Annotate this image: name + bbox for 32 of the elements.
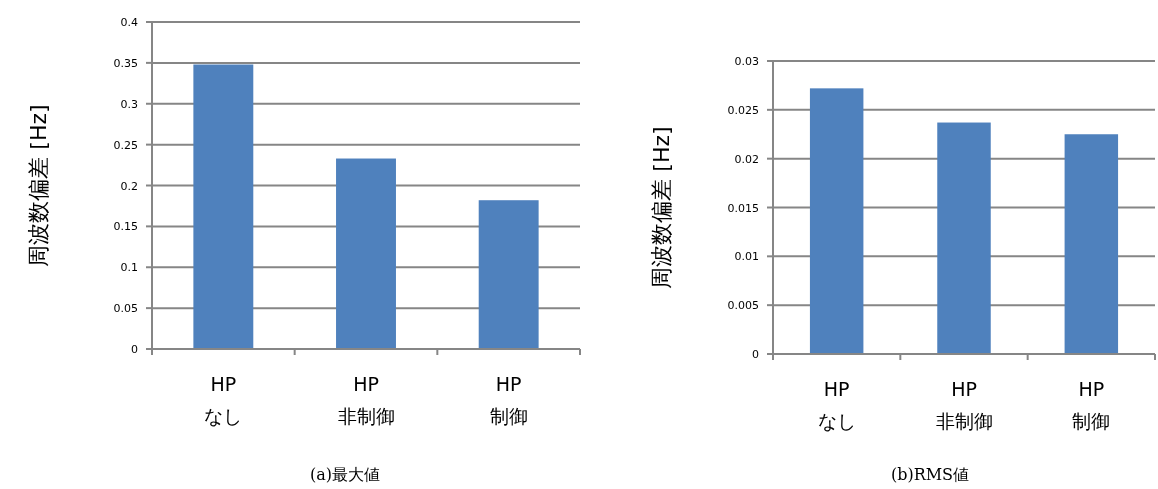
x-tick-label: HP なし: [817, 378, 856, 432]
y-tick-label: 0.15: [113, 220, 138, 234]
y-tick-label: 0.4: [120, 16, 138, 29]
y-tick-label: 0.05: [113, 302, 138, 316]
y-axis-title: 周波数偏差 [Hz]: [26, 104, 51, 267]
y-tick-label: 0.015: [727, 201, 759, 215]
bar: [336, 158, 396, 349]
y-tick-label: 0.1: [120, 261, 138, 275]
text: (a)最大値: [309, 465, 381, 484]
y-tick-label: 0.3: [120, 97, 138, 111]
y-tick-label: 0.2: [120, 179, 138, 193]
bar: [809, 88, 864, 354]
bar: [478, 200, 539, 349]
bar: [193, 64, 254, 349]
x-tick-label: HP なし: [204, 373, 243, 427]
y-tick-label: 0.025: [727, 103, 759, 117]
y-axis-title: 周波数偏差 [Hz]: [649, 126, 674, 289]
y-tick-label: 0: [131, 343, 138, 356]
bar: [937, 122, 991, 354]
x-tick-label: HP 非制御: [337, 373, 395, 427]
y-tick-label: 0.005: [727, 299, 759, 313]
y-tick-label: 0.25: [113, 138, 138, 152]
bar: [1064, 134, 1119, 354]
text: (b)RMS値: [890, 465, 970, 484]
y-tick-label: 0.03: [734, 55, 759, 68]
y-tick-label: 0.35: [113, 56, 138, 70]
x-tick-label: HP 非制御: [935, 378, 993, 432]
x-tick-label: HP 制御: [489, 373, 528, 427]
y-tick-label: 0: [752, 348, 759, 361]
y-tick-label: 0.01: [734, 250, 759, 264]
x-tick-label: HP 制御: [1072, 378, 1111, 432]
y-tick-label: 0.02: [734, 152, 759, 166]
